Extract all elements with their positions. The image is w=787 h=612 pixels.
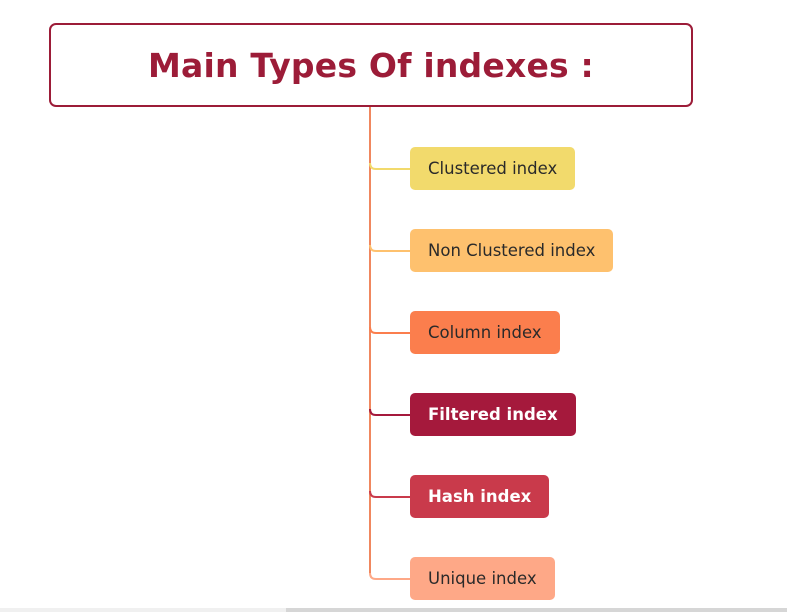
connector-branch bbox=[369, 162, 410, 170]
root-topic[interactable]: Main Types Of indexes : bbox=[49, 23, 693, 107]
node-label: Unique index bbox=[428, 569, 537, 588]
node-unique-index[interactable]: Unique index bbox=[410, 557, 555, 600]
node-label: Hash index bbox=[428, 487, 532, 506]
node-label: Filtered index bbox=[428, 405, 558, 424]
connector-branch bbox=[369, 490, 410, 498]
node-column-index[interactable]: Column index bbox=[410, 311, 560, 354]
connector-branch bbox=[369, 244, 410, 252]
node-label: Non Clustered index bbox=[428, 241, 596, 260]
node-filtered-index[interactable]: Filtered index bbox=[410, 393, 576, 436]
root-topic-title: Main Types Of indexes : bbox=[148, 45, 594, 85]
connector-branch bbox=[369, 572, 410, 580]
node-hash-index[interactable]: Hash index bbox=[410, 475, 550, 518]
scrollbar-thumb[interactable] bbox=[286, 608, 787, 612]
connector-branch bbox=[369, 326, 410, 334]
node-label: Clustered index bbox=[428, 159, 558, 178]
node-label: Column index bbox=[428, 323, 542, 342]
node-clustered-index[interactable]: Clustered index bbox=[410, 147, 576, 190]
node-non-clustered-index[interactable]: Non Clustered index bbox=[410, 229, 614, 272]
connector-branch bbox=[369, 408, 410, 416]
